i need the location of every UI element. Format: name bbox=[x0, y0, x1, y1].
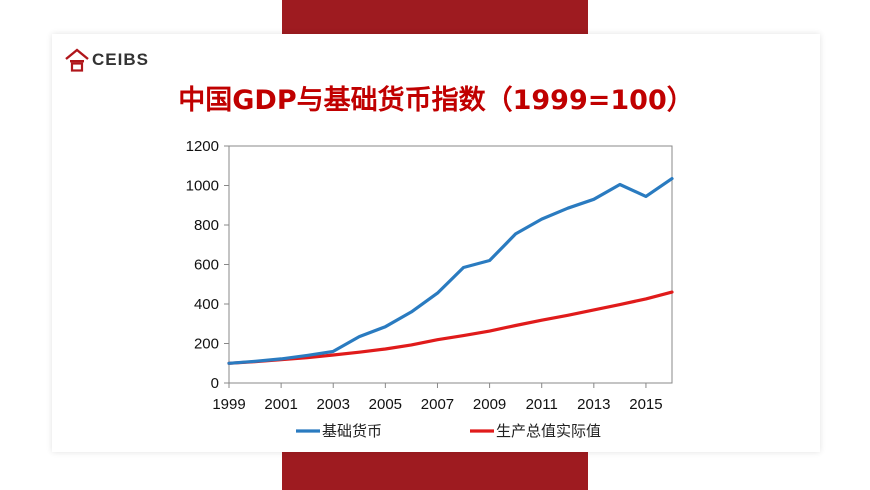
x-tick-label: 2013 bbox=[577, 396, 610, 413]
y-tick-label: 0 bbox=[211, 375, 219, 392]
x-tick-label: 2015 bbox=[629, 396, 662, 413]
y-tick-label: 800 bbox=[194, 217, 219, 234]
top-accent-band bbox=[282, 0, 588, 34]
x-tick-label: 2011 bbox=[526, 396, 558, 413]
chart-title: 中国GDP与基础货币指数（1999=100） bbox=[178, 85, 694, 116]
series-line-0 bbox=[227, 177, 674, 365]
y-tick-label: 600 bbox=[194, 257, 219, 274]
x-tick-label: 2005 bbox=[369, 396, 402, 413]
bottom-accent-band bbox=[282, 452, 588, 490]
series-line-1 bbox=[227, 290, 674, 365]
chart-area: 0 200 400 600 800 1000 1200 1999 2001 2003 2005 200… bbox=[186, 138, 674, 440]
x-tick-label: 2001 bbox=[264, 396, 297, 413]
y-tick-label: 400 bbox=[194, 296, 219, 313]
x-tick-label: 2003 bbox=[317, 396, 350, 413]
legend-label-1: 生产总值实际值 bbox=[496, 422, 601, 440]
ceibs-logo: CEIBS bbox=[64, 48, 149, 72]
slide: CEIBS 中国GDP与基础货币指数（1999=100） 0 200 400 600 8… bbox=[52, 34, 820, 452]
x-tick-label: 1999 bbox=[212, 396, 245, 413]
y-tick-label: 1000 bbox=[186, 178, 219, 195]
legend-label-0: 基础货币 bbox=[322, 422, 382, 440]
ceibs-emblem-icon bbox=[65, 48, 89, 72]
x-tick-label: 2007 bbox=[421, 396, 454, 413]
plot-frame bbox=[228, 145, 673, 384]
x-tick-label: 2009 bbox=[473, 396, 506, 413]
y-tick-label: 200 bbox=[194, 336, 219, 353]
y-tick-label: 1200 bbox=[186, 138, 219, 155]
logo-text: CEIBS bbox=[92, 50, 149, 69]
